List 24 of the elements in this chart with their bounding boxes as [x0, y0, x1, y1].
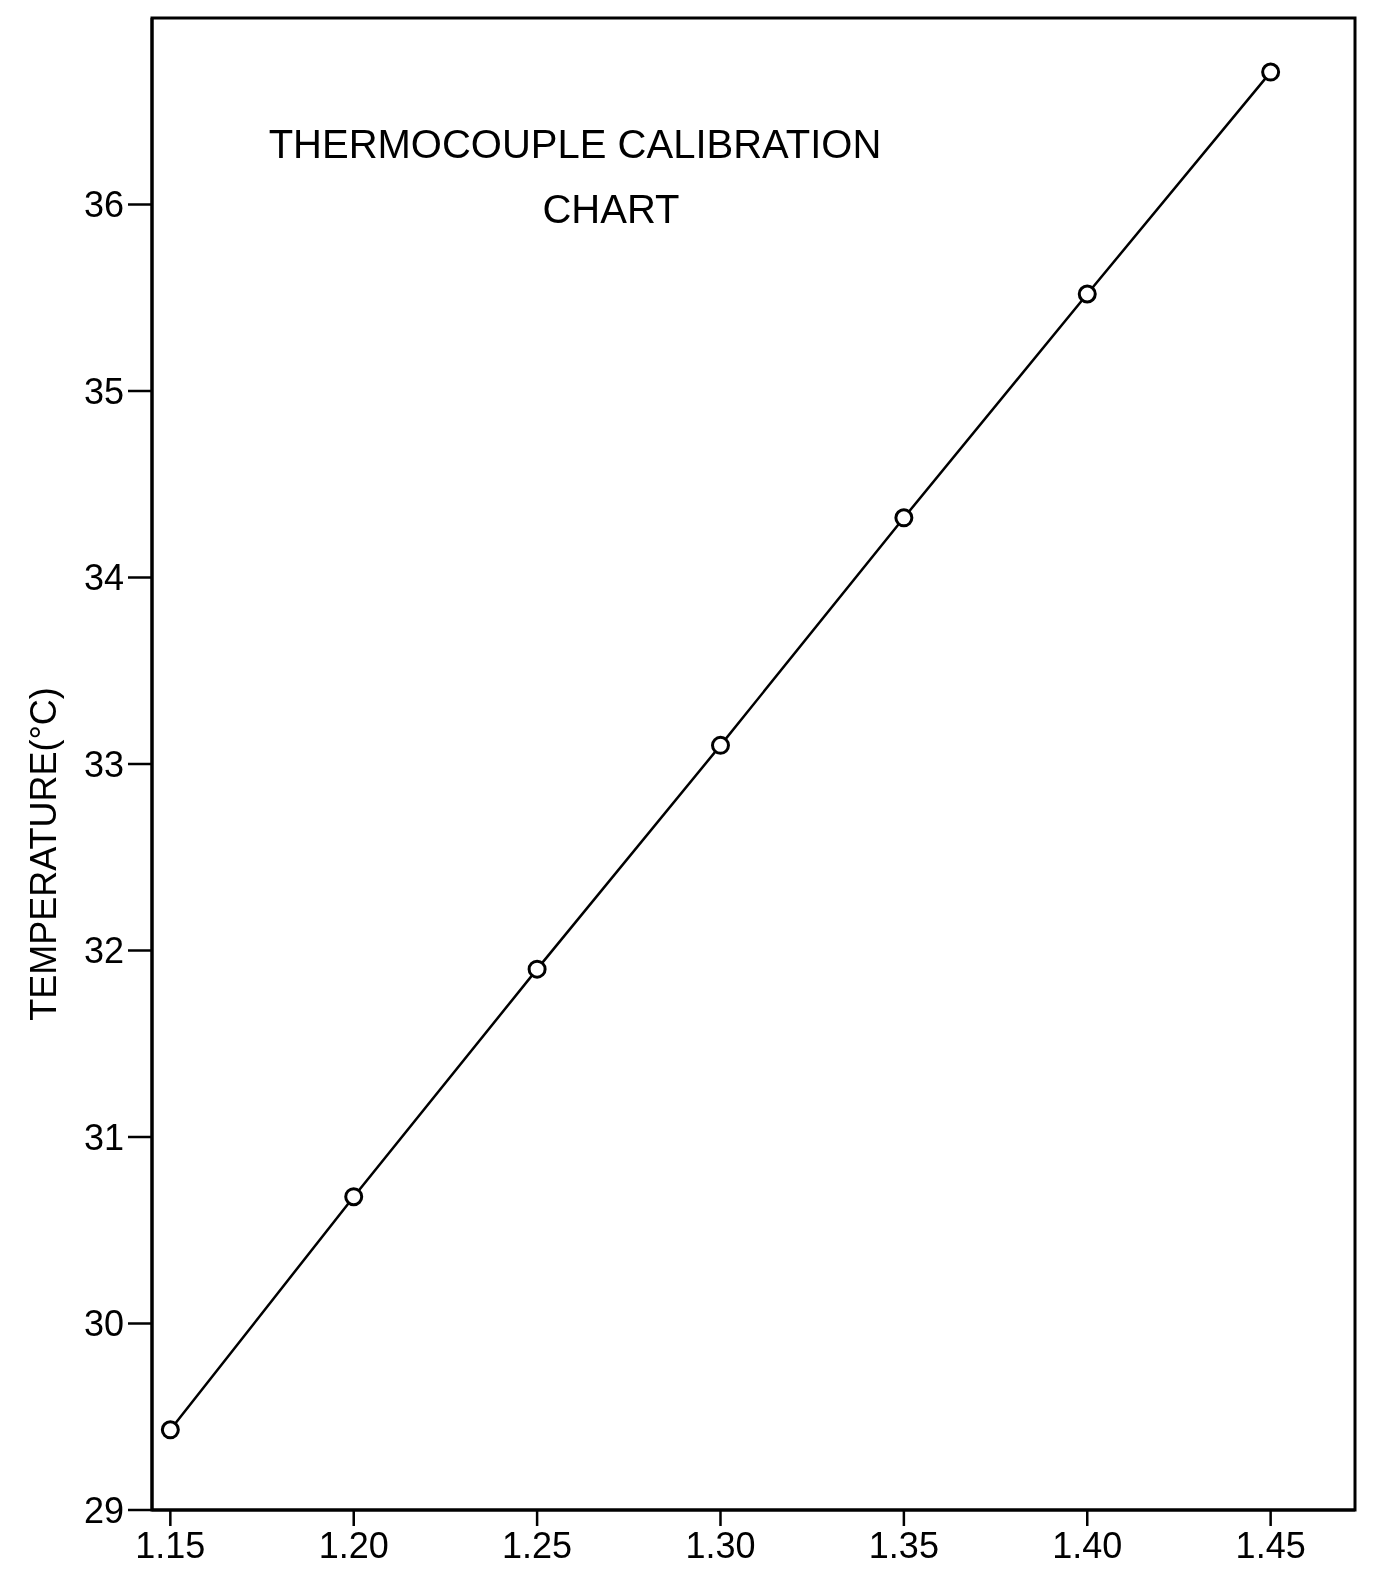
y-tick-label: 31: [83, 1116, 124, 1158]
y-tick-label: 30: [83, 1303, 124, 1345]
point: [710, 735, 730, 755]
y-tick-label: 34: [83, 557, 124, 599]
y-tick-label: 32: [83, 930, 124, 972]
y-tick-label: 36: [83, 184, 124, 226]
x-tick-label: 1.45: [1235, 1525, 1306, 1566]
point: [344, 1187, 364, 1207]
point: [160, 1420, 180, 1440]
x-tick-label: 1.25: [502, 1525, 573, 1566]
x-tick-label: 1.35: [868, 1525, 939, 1566]
y-tick-label: 33: [83, 743, 124, 785]
point: [1261, 62, 1281, 82]
y-tick-label: 29: [83, 1489, 124, 1531]
x-tick-label: 1.20: [318, 1525, 389, 1566]
text: THERMOCOUPLE CALIBRATION CHART: [268, 122, 882, 231]
y-axis-title: TEMPERATURE(°C): [23, 687, 64, 1021]
point: [894, 508, 914, 528]
x-tick-label: 1.40: [1052, 1525, 1123, 1566]
point: [527, 959, 547, 979]
y-tick-label: 35: [83, 370, 124, 412]
point: [1077, 284, 1097, 304]
x-tick-label: 1.15: [135, 1525, 206, 1566]
x-tick-label: 1.30: [685, 1525, 756, 1566]
